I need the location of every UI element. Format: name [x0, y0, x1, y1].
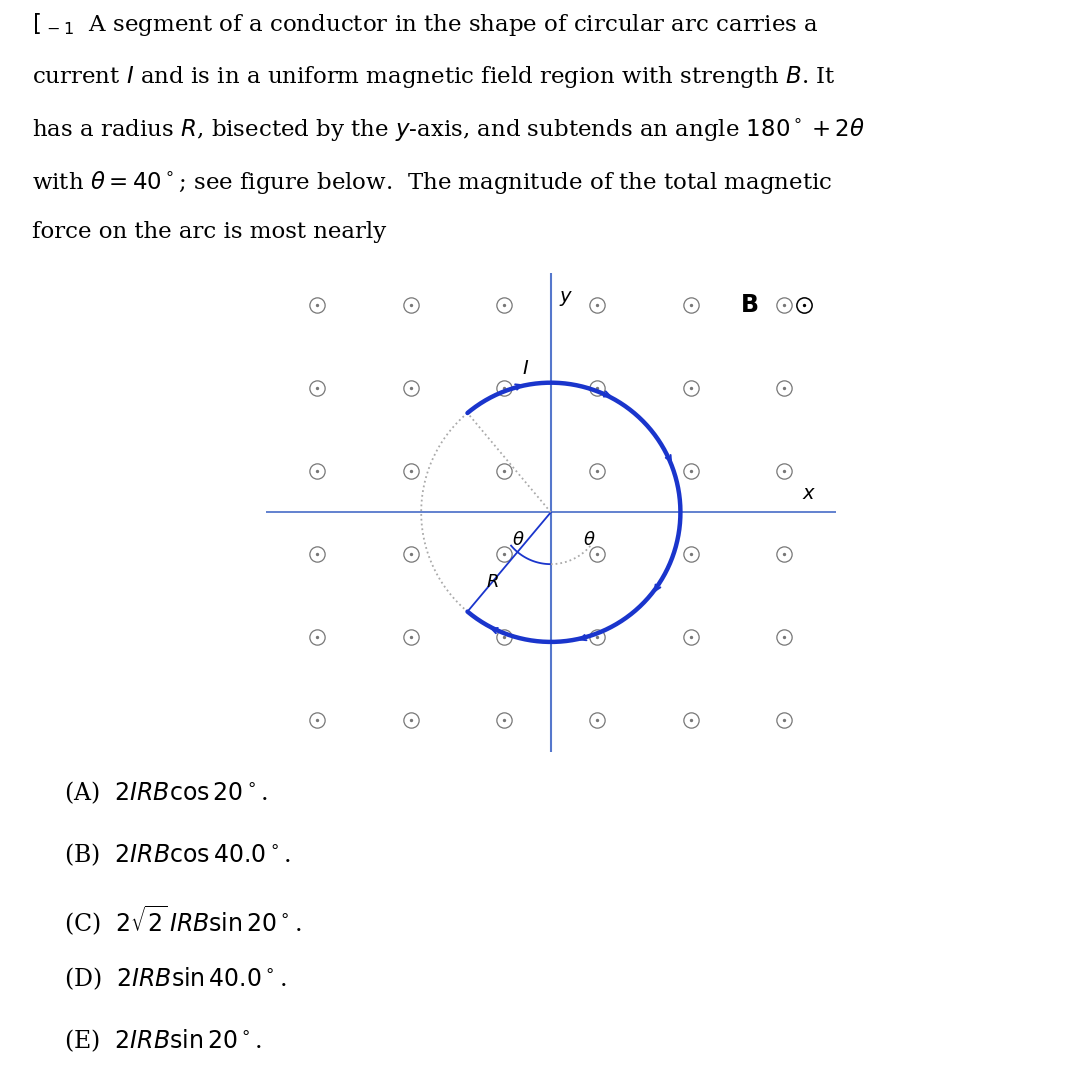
Text: $\mathbf{B}$: $\mathbf{B}$	[740, 293, 758, 317]
Text: $\theta$: $\theta$	[583, 531, 596, 548]
Text: (C)  $2\sqrt{2}\,IRB\sin 20^\circ$.: (C) $2\sqrt{2}\,IRB\sin 20^\circ$.	[64, 904, 301, 937]
Text: (A)  $2IRB\cos 20^\circ$.: (A) $2IRB\cos 20^\circ$.	[64, 779, 268, 806]
Text: $\theta$: $\theta$	[512, 531, 525, 548]
Text: $y$: $y$	[558, 289, 572, 308]
Text: $[$$_{\,-1}$  A segment of a conductor in the shape of circular arc carries a: $[$$_{\,-1}$ A segment of a conductor in…	[32, 11, 819, 38]
Text: (B)  $2IRB\cos 40.0^\circ$.: (B) $2IRB\cos 40.0^\circ$.	[64, 841, 291, 868]
Text: $R$: $R$	[486, 573, 499, 592]
Text: with $\theta = 40^\circ$; see figure below.  The magnitude of the total magnetic: with $\theta = 40^\circ$; see figure bel…	[32, 169, 833, 196]
Text: $x$: $x$	[802, 485, 816, 504]
Text: force on the arc is most nearly: force on the arc is most nearly	[32, 221, 387, 243]
Text: current $I$ and is in a uniform magnetic field region with strength $B$. It: current $I$ and is in a uniform magnetic…	[32, 63, 836, 89]
Text: (E)  $2IRB\sin 20^\circ$.: (E) $2IRB\sin 20^\circ$.	[64, 1028, 262, 1054]
Text: $I$: $I$	[523, 360, 529, 377]
Text: (D)  $2IRB\sin 40.0^\circ$.: (D) $2IRB\sin 40.0^\circ$.	[64, 966, 286, 992]
Text: has a radius $R$, bisected by the $y$-axis, and subtends an angle $180^\circ+2\t: has a radius $R$, bisected by the $y$-ax…	[32, 117, 865, 143]
